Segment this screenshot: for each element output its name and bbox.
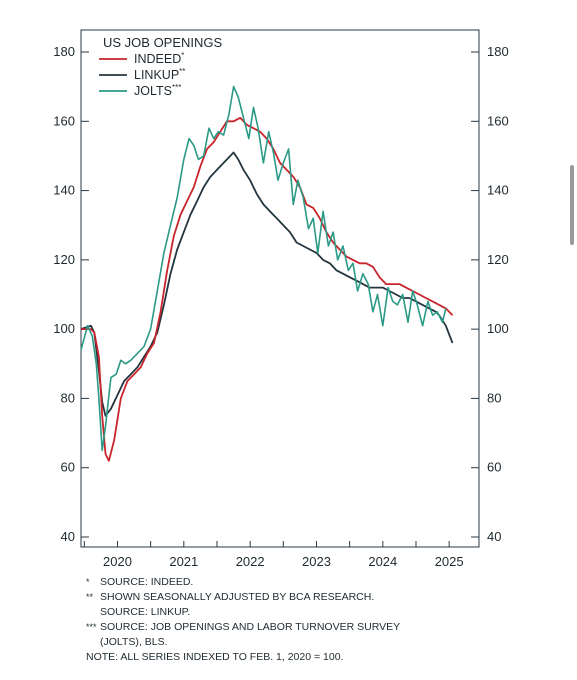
legend-label-jolts: JOLTS***: [134, 83, 181, 98]
x-tick-label: 2020: [103, 554, 132, 569]
y-tick-label-right: 60: [487, 460, 501, 475]
y-tick-label-left: 80: [61, 390, 75, 405]
legend-label-linkup: LINKUP**: [134, 67, 185, 82]
x-tick-label: 2023: [302, 554, 331, 569]
footnote-row: *** SOURCE: JOB OPENINGS AND LABOR TURNOV…: [86, 620, 526, 635]
series-line-linkup: [80, 151, 454, 417]
y-tick-label-right: 160: [487, 113, 509, 128]
x-tick-label: 2022: [236, 554, 265, 569]
footnote-mark: **: [86, 592, 94, 602]
y-tick-label-left: 100: [53, 321, 75, 336]
y-tick-label-left: 60: [61, 460, 75, 475]
plot-frame: [80, 29, 480, 548]
y-tick-label-left: 140: [53, 183, 75, 198]
footnote-text: SOURCE: LINKUP.: [100, 606, 191, 618]
y-axis-right: 40 60 80 100 120 140 160 180: [471, 44, 509, 544]
legend-label-indeed: INDEED*: [134, 51, 184, 66]
series-lines: [80, 85, 454, 462]
y-tick-label-right: 80: [487, 390, 501, 405]
y-axis-left: 40 60 80 100 120 140 160 180: [53, 44, 89, 544]
y-tick-label-left: 40: [61, 529, 75, 544]
x-tick-label: 2021: [169, 554, 198, 569]
y-tick-label-left: 160: [53, 113, 75, 128]
x-axis: 2020 2021 2022 2023 2024 2025: [83, 541, 464, 569]
footnote-text: SOURCE: JOB OPENINGS AND LABOR TURNOVER …: [100, 621, 401, 633]
y-tick-label-left: 180: [53, 44, 75, 59]
footnote-text: (JOLTS), BLS.: [100, 636, 168, 648]
footnote-row: (JOLTS), BLS.: [86, 635, 526, 650]
y-tick-label-right: 140: [487, 183, 509, 198]
footnote-row: NOTE: ALL SERIES INDEXED TO FEB. 1, 2020…: [86, 650, 526, 665]
series-line-indeed: [81, 116, 454, 462]
chart-title: US JOB OPENINGS: [103, 35, 223, 50]
footnote-text: SHOWN SEASONALLY ADJUSTED BY BCA RESEARC…: [100, 591, 375, 603]
footnote-row: SOURCE: LINKUP.: [86, 605, 526, 620]
footnote-mark: ***: [86, 622, 97, 632]
scrollbar[interactable]: [570, 165, 574, 245]
footnote-row: * SOURCE: INDEED.: [86, 575, 526, 590]
footnote-text: NOTE: ALL SERIES INDEXED TO FEB. 1, 2020…: [86, 651, 344, 663]
footnote-mark: *: [86, 577, 90, 587]
job-openings-chart: 40 60 80 100 120 140 160 180 40 60 80 100 120 140 160…: [53, 29, 509, 569]
footnote-row: ** SHOWN SEASONALLY ADJUSTED BY BCA RESEA…: [86, 590, 526, 605]
y-tick-label-right: 100: [487, 321, 509, 336]
series-line-jolts: [80, 85, 447, 452]
y-tick-label-right: 180: [487, 44, 509, 59]
y-tick-label-right: 40: [487, 529, 501, 544]
y-tick-label-right: 120: [487, 252, 509, 267]
footnotes: * SOURCE: INDEED. ** SHOWN SEASONALLY ADJUS…: [86, 575, 526, 665]
legend: US JOB OPENINGS INDEED*LINKUP**JOLTS***: [99, 35, 223, 98]
footnote-text: SOURCE: INDEED.: [100, 576, 194, 588]
x-tick-label: 2025: [435, 554, 464, 569]
y-tick-label-left: 120: [53, 252, 75, 267]
x-tick-label: 2024: [368, 554, 397, 569]
